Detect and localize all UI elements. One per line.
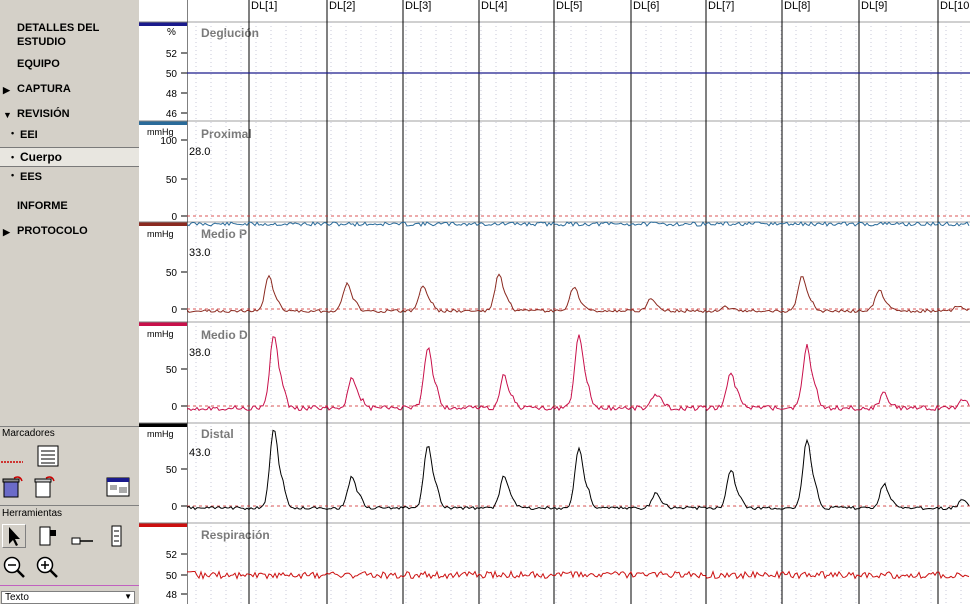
nav-cuerpo-label: Cuerpo (20, 150, 62, 164)
axis-tick-label: 50 (166, 175, 178, 186)
nav-equipo-label: EQUIPO (17, 58, 60, 70)
axis-unit-label: mmHg (147, 127, 174, 137)
text-mode-value: Texto (5, 592, 29, 603)
axis-tick-label: 0 (171, 212, 177, 223)
swallow-marker-label: DL[2] (329, 0, 355, 12)
nav-informe[interactable]: INFORME (17, 200, 137, 212)
axis-unit-label: mmHg (147, 329, 174, 339)
chevron-right-icon: ▶ (3, 227, 10, 237)
axis-unit-label: mmHg (147, 429, 174, 439)
nav-detalles-estudio[interactable]: DETALLES DEL ESTUDIO (17, 21, 137, 49)
respiracion-trace (187, 570, 970, 581)
swallow-marker-label: DL[10 (940, 0, 969, 12)
zoom-out-icon[interactable] (2, 555, 26, 579)
axis-tick-label: 48 (166, 89, 178, 100)
swallow-marker-label: DL[8] (784, 0, 810, 12)
axis-tick-label: 52 (166, 550, 178, 561)
swallow-marker-label: DL[9] (861, 0, 887, 12)
measure-tool-icon[interactable] (36, 524, 60, 548)
divider (0, 505, 139, 506)
medio-d-trace (187, 334, 970, 412)
swallow-marker-label: DL[1] (251, 0, 277, 12)
axis-tick-label: 0 (171, 502, 177, 513)
axis-unit-label: mmHg (147, 229, 174, 239)
axis-tick-label: 52 (166, 49, 178, 60)
proximal-trace (187, 221, 970, 227)
channel-name-label: Distal (201, 427, 234, 441)
text-mode-select[interactable]: Texto ▼ (1, 591, 135, 604)
marker-note-icon[interactable] (36, 444, 60, 468)
nav-protocolo-label: PROTOCOLO (17, 225, 88, 237)
scale-axis-strip: %52504846mmHg100500mmHg500mmHg500mmHg500… (139, 0, 188, 604)
nav-equipo[interactable]: EQUIPO (17, 58, 137, 70)
nav-ees-label: EES (20, 171, 43, 183)
nav-eei[interactable]: • EEI (0, 128, 139, 145)
channel-name-label: Medio P (201, 227, 247, 241)
channel-peak-label: 33.0 (189, 247, 210, 259)
axis-tick-label: 50 (166, 465, 178, 476)
vertical-tool-icon[interactable] (106, 524, 130, 548)
swallow-marker-label: DL[4] (481, 0, 507, 12)
channel-color-bar (139, 322, 187, 326)
channel-name-label: Deglución (201, 26, 259, 40)
bullet-icon: • (11, 128, 15, 138)
nav-detalles-label-2: ESTUDIO (17, 36, 66, 48)
nav-captura-label: CAPTURA (17, 83, 71, 95)
delete-all-markers-icon[interactable] (32, 475, 56, 499)
delete-marker-icon[interactable] (0, 475, 24, 499)
chevron-down-icon: ▼ (3, 110, 12, 120)
medio-p-trace (187, 273, 970, 314)
axis-tick-label: 50 (166, 69, 178, 80)
pointer-tool-icon[interactable] (2, 524, 26, 548)
axis-tick-label: 100 (160, 136, 177, 147)
channel-color-bar (139, 523, 187, 527)
distal-trace (187, 429, 970, 511)
channel-color-bar (139, 121, 187, 125)
nav-eei-label: EEI (20, 129, 38, 141)
marker-window-icon[interactable] (106, 475, 130, 499)
channel-name-label: Medio D (201, 328, 248, 342)
axis-tick-label: 50 (166, 268, 178, 279)
bullet-icon: • (11, 170, 15, 180)
divider (0, 585, 139, 586)
nav-informe-label: INFORME (17, 200, 68, 212)
horizontal-tool-icon[interactable] (70, 528, 94, 552)
marcadores-label: Marcadores (2, 428, 55, 439)
herramientas-label: Herramientas (2, 508, 63, 519)
swallow-marker-label: DL[5] (556, 0, 582, 12)
nav-cuerpo[interactable]: • Cuerpo (0, 147, 139, 167)
axis-tick-label: 48 (166, 590, 178, 601)
zoom-in-icon[interactable] (35, 555, 59, 579)
channel-color-bar (139, 222, 187, 226)
channel-color-bar (139, 423, 187, 427)
axis-tick-label: 0 (171, 402, 177, 413)
channel-peak-label: 38.0 (189, 347, 210, 359)
nav-detalles-label-1: DETALLES DEL (17, 22, 100, 34)
sidebar: DETALLES DEL ESTUDIO EQUIPO ▶ CAPTURA ▼ … (0, 0, 140, 604)
axis-unit-label: % (167, 27, 176, 38)
axis-tick-label: 0 (171, 305, 177, 316)
channel-name-label: Respiración (201, 528, 270, 542)
chevron-down-icon: ▼ (124, 592, 132, 601)
swallow-marker-label: DL[3] (405, 0, 431, 12)
swallow-marker-label: DL[6] (633, 0, 659, 12)
axis-tick-label: 50 (166, 571, 178, 582)
channel-color-bar (139, 22, 187, 26)
bullet-icon: • (11, 152, 15, 162)
swallow-marker-label: DL[7] (708, 0, 734, 12)
channel-peak-label: 28.0 (189, 146, 210, 158)
chevron-right-icon: ▶ (3, 85, 10, 95)
axis-tick-label: 50 (166, 365, 178, 376)
axis-tick-label: 46 (166, 109, 178, 120)
divider (0, 426, 139, 427)
marker-line-icon[interactable] (0, 446, 24, 470)
channel-peak-label: 43.0 (189, 447, 210, 459)
nav-revision-label: REVISIÓN (17, 108, 70, 120)
